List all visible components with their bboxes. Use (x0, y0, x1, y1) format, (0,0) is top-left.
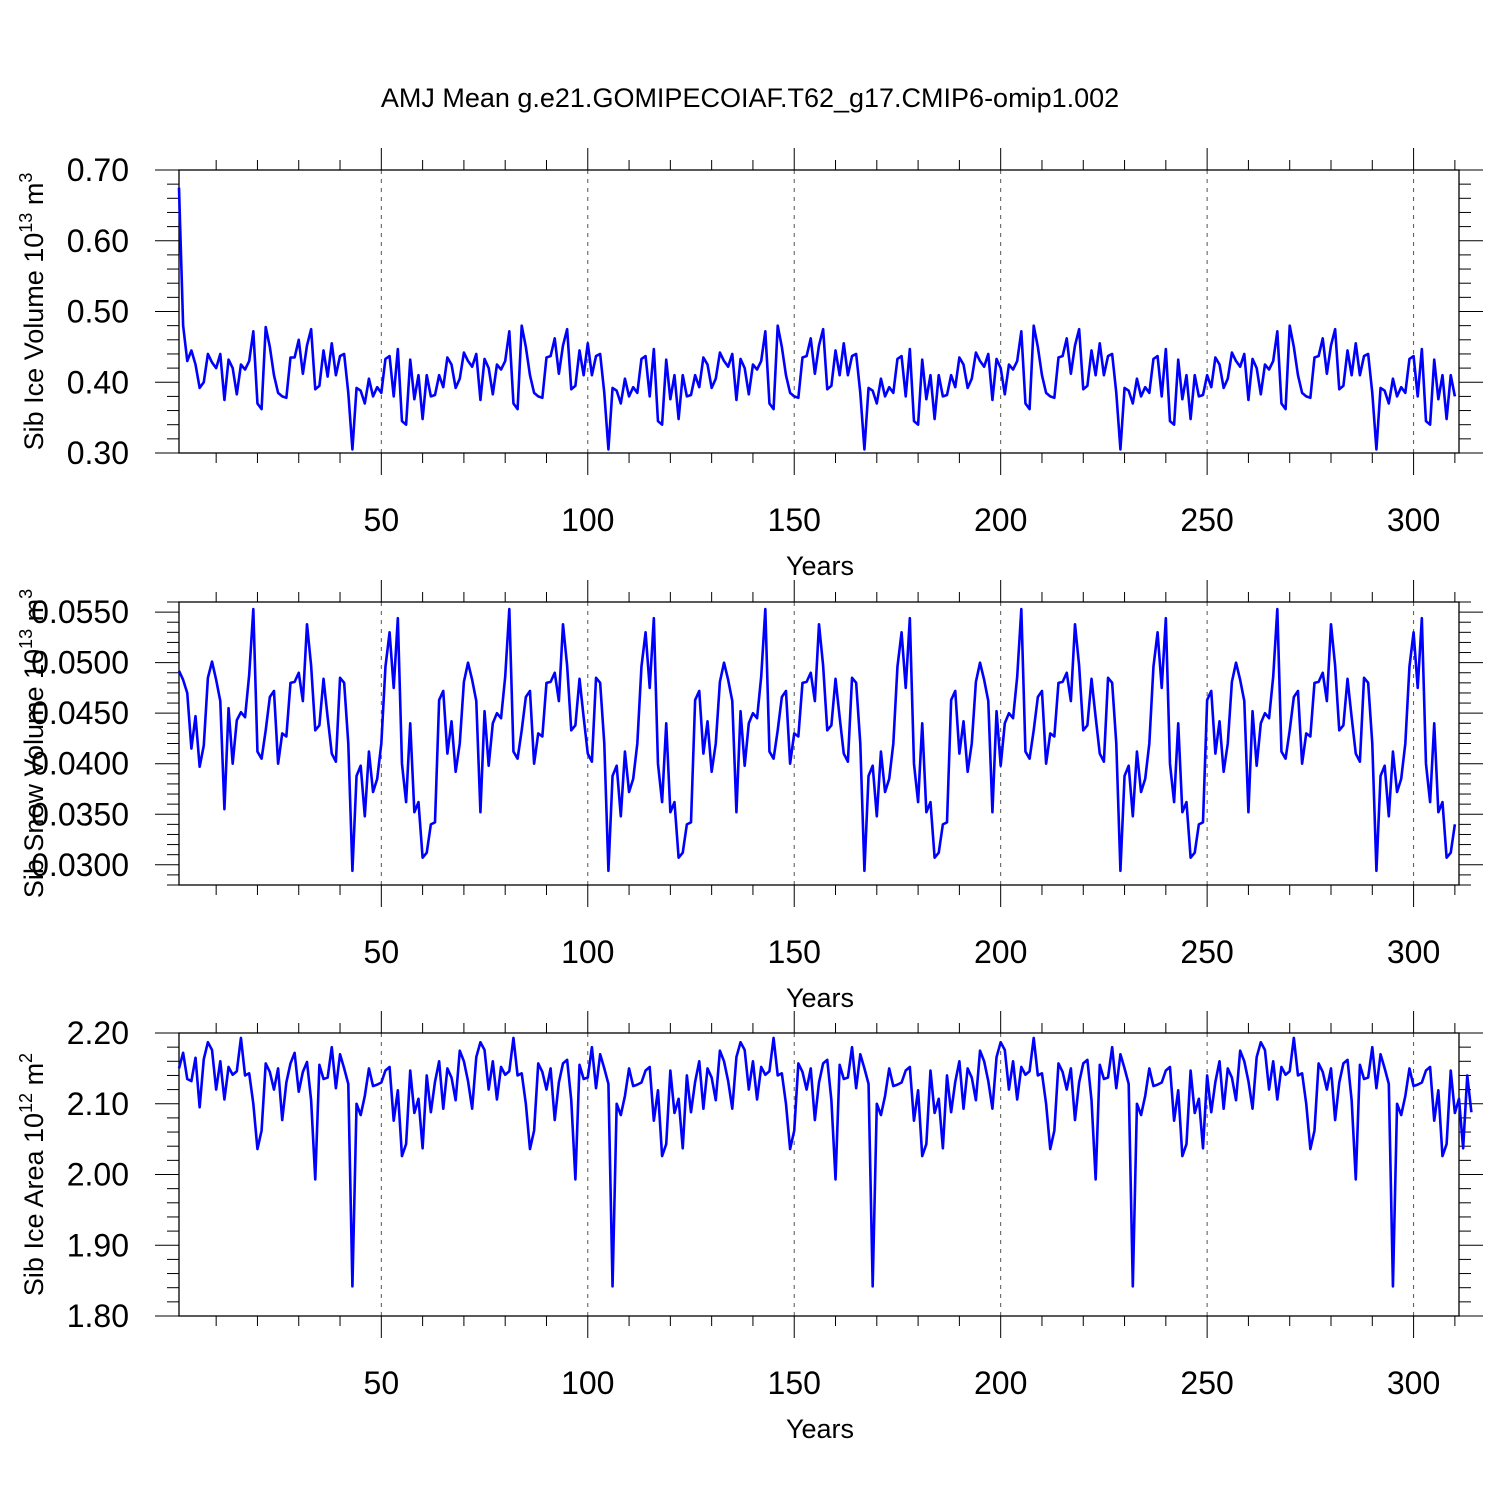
y-tick-label: 0.0400 (31, 746, 129, 782)
y-axis-label: Sib Ice Volume 1013 m3 (16, 173, 49, 451)
x-tick-label: 100 (561, 934, 614, 970)
x-tick-label: 200 (974, 934, 1027, 970)
panels: 0.30 0.40 0.50 0.60 0.70 50 100 150 200 250 300 Yea… (16, 148, 1483, 1444)
y-tick-label: 0.0350 (31, 796, 129, 832)
x-tick-label: 300 (1387, 1365, 1440, 1401)
y-tick-label: 0.40 (67, 364, 129, 400)
y-tick-label: 0.70 (67, 152, 129, 188)
series-line (177, 1036, 1473, 1288)
x-tick-label: 50 (364, 934, 400, 970)
x-tick-label: 200 (974, 502, 1027, 538)
x-tick-label: 250 (1180, 1365, 1233, 1401)
panel-1: 0.30 0.40 0.50 0.60 0.70 50 100 150 200 250 300 Yea… (16, 148, 1483, 581)
x-axis-label: Years (786, 1414, 854, 1444)
chart-title: AMJ Mean g.e21.GOMIPECOIAF.T62_g17.CMIP6… (381, 83, 1119, 113)
plot-frame (178, 601, 1460, 886)
y-tick-label: 2.10 (67, 1086, 129, 1122)
x-tick-label: 150 (768, 1365, 821, 1401)
x-tick-label: 150 (768, 934, 821, 970)
x-tick-label: 50 (364, 1365, 400, 1401)
x-tick-label: 100 (561, 502, 614, 538)
plot-frame (178, 1032, 1460, 1317)
y-tick-label: 0.30 (67, 435, 129, 471)
y-tick-label: 0.0550 (31, 594, 129, 630)
y-tick-label: 1.80 (67, 1298, 129, 1334)
y-axis-label: Sib Ice Area 1012 m2 (16, 1053, 49, 1296)
y-axis-label: Sib Snow Volume 1013 m3 (16, 589, 49, 898)
y-tick-label: 2.00 (67, 1157, 129, 1193)
plot-frame (178, 169, 1460, 454)
x-tick-label: 150 (768, 502, 821, 538)
x-tick-label: 300 (1387, 934, 1440, 970)
series-line (177, 187, 1457, 451)
x-axis-label: Years (786, 551, 854, 581)
x-tick-label: 50 (364, 502, 400, 538)
x-tick-label: 300 (1387, 502, 1440, 538)
x-tick-label: 200 (974, 1365, 1027, 1401)
y-tick-label: 0.0300 (31, 847, 129, 883)
y-tick-label: 0.0450 (31, 695, 129, 731)
x-tick-label: 250 (1180, 502, 1233, 538)
panel-3: 1.80 1.90 2.00 2.10 2.20 50 100 150 200 250 300 Yea… (16, 1011, 1483, 1444)
series-line (177, 607, 1457, 873)
y-tick-label: 0.0500 (31, 645, 129, 681)
panel-2: 0.0300 0.0350 0.0400 0.0450 0.0500 0.0550 50 10… (16, 580, 1483, 1013)
y-tick-label: 1.90 (67, 1227, 129, 1263)
y-tick-label: 2.20 (67, 1015, 129, 1051)
x-axis-label: Years (786, 983, 854, 1013)
y-tick-label: 0.60 (67, 223, 129, 259)
x-tick-label: 250 (1180, 934, 1233, 970)
x-tick-label: 100 (561, 1365, 614, 1401)
y-tick-label: 0.50 (67, 294, 129, 330)
